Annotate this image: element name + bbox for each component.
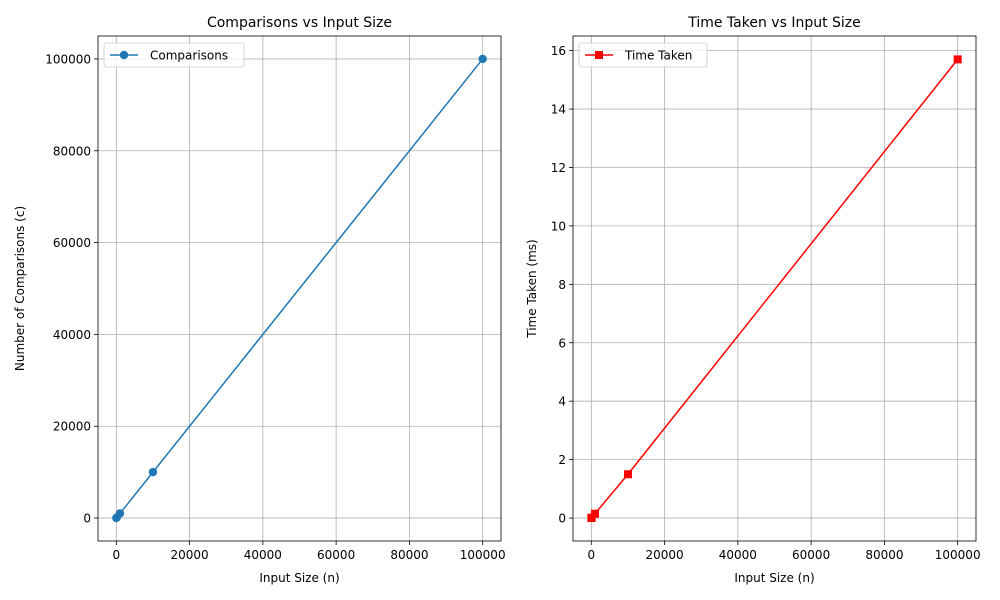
y-tick-label: 4 (558, 395, 566, 409)
x-tick-label: 0 (112, 548, 120, 562)
legend-marker (119, 50, 129, 60)
y-tick-label: 14 (551, 103, 566, 117)
chart-1: 0 20000 40000 60000 80000 100000 0 20000 40000 60… (13, 15, 506, 585)
y-tick-label: 16 (551, 44, 566, 58)
legend-label: Time Taken (624, 49, 692, 63)
series-line-time-taken (590, 58, 959, 519)
x-tick-label: 80000 (865, 548, 903, 562)
y-tick-label: 8 (558, 278, 566, 292)
y-tick-label: 100000 (45, 52, 91, 66)
chart-2: 0 20000 40000 60000 80000 100000 0 2 4 6 8 10 12 14 16… (525, 15, 981, 585)
legend-box (103, 42, 245, 68)
x-tick-label: 20000 (645, 548, 683, 562)
y-tick-label: 10 (551, 219, 566, 233)
legend-label: Comparisons (150, 49, 228, 63)
y-tick-label: 2 (558, 453, 566, 467)
y-tick-label: 0 (83, 512, 91, 526)
y-axis-label: Time Taken (ms) (525, 239, 539, 339)
y-tick-label: 6 (558, 336, 566, 350)
data-point (953, 55, 962, 64)
legend-box (578, 42, 708, 68)
legend: Time Taken (578, 42, 708, 68)
plot-frame (572, 35, 977, 542)
y-tick-label: 12 (551, 161, 566, 175)
x-axis-label: Input Size (n) (259, 571, 339, 585)
data-point (623, 470, 632, 479)
data-point (115, 509, 125, 518)
x-tick-label: 100000 (935, 548, 981, 562)
data-point (478, 54, 487, 64)
legend: Comparisons (103, 42, 245, 68)
chart-title: Time Taken vs Input Size (687, 15, 861, 31)
legend-marker (595, 51, 603, 59)
x-tick-label: 40000 (244, 548, 282, 562)
series-line-comparisons (115, 58, 484, 519)
y-tick-label: 0 (558, 512, 566, 526)
y-tick-label: 40000 (53, 328, 91, 342)
x-tick-label: 80000 (390, 548, 428, 562)
plot-frame (97, 35, 502, 542)
data-point (590, 509, 599, 518)
x-tick-label: 0 (587, 548, 595, 562)
x-tick-label: 60000 (792, 548, 830, 562)
y-tick-label: 60000 (53, 236, 91, 250)
data-point (148, 467, 158, 477)
y-axis-label: Number of Comparisons (c) (13, 206, 27, 371)
x-axis-label: Input Size (n) (734, 571, 814, 585)
y-tick-label: 80000 (53, 144, 91, 158)
chart-title: Comparisons vs Input Size (207, 15, 392, 31)
x-tick-label: 100000 (460, 548, 506, 562)
x-tick-label: 40000 (719, 548, 757, 562)
x-tick-label: 60000 (317, 548, 355, 562)
y-tick-label: 20000 (53, 420, 91, 434)
x-tick-label: 20000 (170, 548, 208, 562)
